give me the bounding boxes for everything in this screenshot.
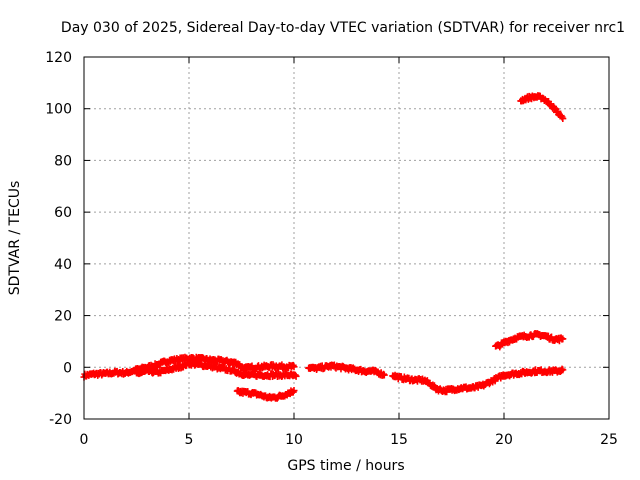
- x-tick-label: 10: [285, 432, 303, 448]
- series-elevated-segment: [492, 330, 567, 351]
- y-tick-label: 20: [54, 309, 72, 325]
- data-point: [290, 363, 298, 371]
- series-lower-band: [133, 359, 300, 381]
- series-mid-segment: [305, 361, 388, 379]
- y-tick-label: 0: [63, 360, 72, 376]
- plot-frame: [83, 56, 610, 420]
- x-tick-label: 20: [495, 432, 513, 448]
- y-tick-label: 120: [45, 50, 72, 66]
- x-axis-label: GPS time / hours: [287, 458, 404, 474]
- series-trough: [389, 365, 567, 396]
- x-tick-label: 0: [80, 432, 89, 448]
- y-axis-label: SDTVAR / TECUs: [7, 181, 23, 296]
- x-tick-label: 25: [600, 432, 618, 448]
- y-tick-label: 40: [54, 257, 72, 273]
- y-tick-label: 100: [45, 102, 72, 118]
- x-tick-label: 5: [185, 432, 194, 448]
- chart-title: Day 030 of 2025, Sidereal Day-to-day VTE…: [61, 20, 625, 36]
- y-tick-label: 60: [54, 205, 72, 221]
- axis-ticks: 0 5 10 15 20 25 -20 0 20 40 60 80 100 120: [45, 50, 618, 448]
- x-tick-label: 15: [390, 432, 408, 448]
- data-point: [292, 372, 300, 380]
- y-tick-label: 80: [54, 153, 72, 169]
- data-point: [380, 371, 388, 379]
- data-point: [559, 335, 567, 343]
- data-points: [80, 92, 567, 402]
- data-point: [290, 387, 298, 395]
- data-point: [559, 366, 567, 374]
- y-tick-label: -20: [49, 412, 72, 428]
- data-point: [289, 361, 297, 369]
- data-point: [559, 115, 567, 123]
- series-dip-arc: [233, 386, 298, 402]
- series-high-segment: [517, 92, 567, 123]
